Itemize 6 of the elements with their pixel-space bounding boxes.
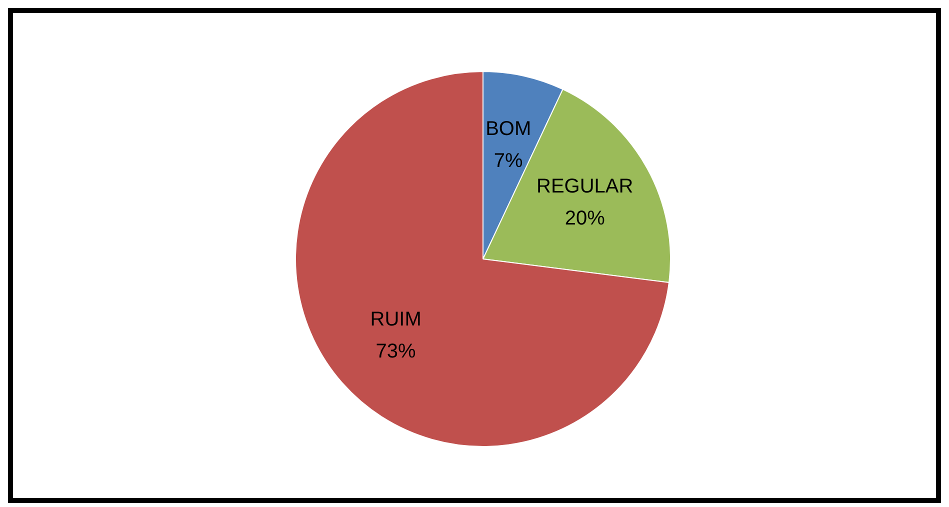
data-label: 20%	[564, 208, 606, 230]
slice-label: BOM	[486, 118, 532, 140]
slice-label: RUIM	[370, 308, 422, 330]
slice-label: REGULAR	[536, 176, 634, 198]
data-label: 73%	[376, 340, 416, 362]
data-label: 7%	[494, 150, 524, 172]
